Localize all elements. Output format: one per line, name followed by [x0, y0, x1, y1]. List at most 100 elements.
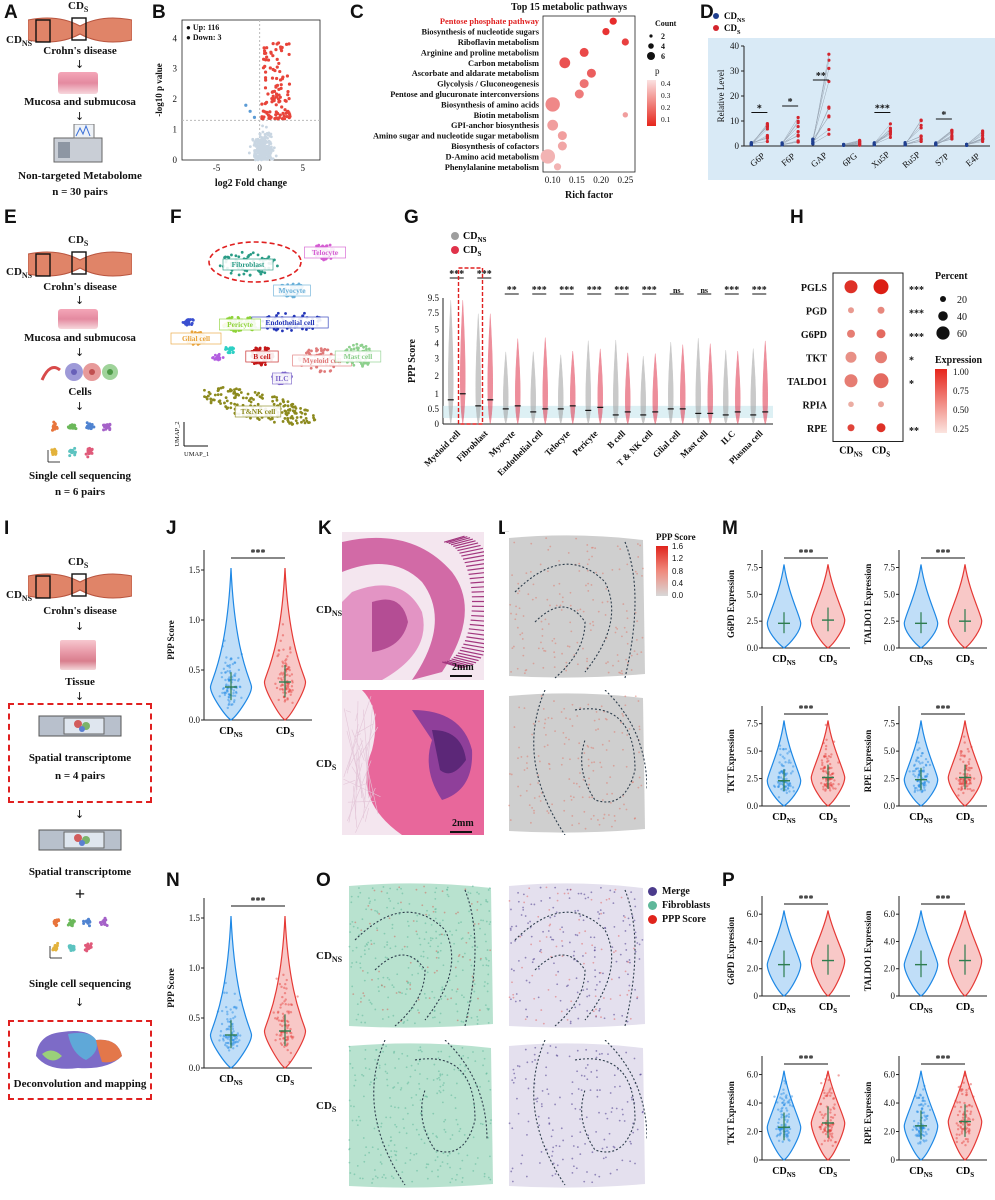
data-point: [285, 664, 288, 668]
spot-point: [635, 936, 637, 939]
umap-point: [309, 366, 313, 370]
spot-point: [517, 785, 519, 788]
data-point: [828, 1132, 832, 1136]
data-point: [968, 769, 971, 772]
spot-point: [545, 733, 547, 736]
umap-point: [305, 328, 308, 331]
spatial-ppp-cds-image: [505, 690, 647, 835]
umap-point: [349, 347, 353, 351]
data-point: [785, 1134, 788, 1138]
spot-point: [579, 1131, 582, 1134]
data-point: [924, 763, 928, 767]
spot-point: [558, 582, 561, 585]
y-tick-label: 40: [730, 41, 740, 51]
spot-point: [537, 647, 540, 650]
data-point: [925, 1132, 928, 1136]
spot-point: [381, 1176, 384, 1179]
pathway-label: GPI-anchor biosynthesis: [451, 121, 540, 130]
ppp-colorbar-ticks: 1.6 1.2 0.8 0.4 0.0: [672, 542, 684, 601]
data-point: [927, 780, 930, 784]
spot-point: [569, 718, 571, 721]
spot-point: [350, 901, 353, 904]
spot-point: [406, 945, 409, 948]
data-point: [959, 1121, 963, 1125]
spot-point: [364, 945, 367, 948]
spot-point: [577, 1017, 580, 1020]
data-point: [225, 1028, 228, 1031]
umap-point: [286, 417, 290, 420]
umap-point: [312, 418, 316, 422]
point-cds: [919, 137, 923, 141]
data-point: [917, 770, 921, 773]
data-point: [777, 1121, 780, 1125]
legend-count-value: 2: [661, 32, 665, 41]
spot-point: [384, 1063, 387, 1066]
umap-point: [209, 400, 213, 403]
data-point: [287, 665, 290, 669]
scs-label: Single cell sequencing: [28, 978, 132, 990]
spot-point: [402, 1022, 405, 1024]
data-point: [287, 682, 290, 685]
spot-point: [538, 1162, 541, 1164]
data-point: [965, 1109, 969, 1113]
data-point: [780, 763, 783, 766]
data-point: [921, 1111, 924, 1115]
spot-point: [435, 930, 437, 933]
umap-point: [55, 944, 59, 948]
spot-point: [478, 892, 480, 895]
region-boundary: [534, 606, 586, 679]
data-point: [281, 623, 285, 626]
spot-point: [540, 900, 543, 902]
volcano-point-ns: [257, 149, 261, 153]
data-point: [777, 781, 780, 785]
data-point: [922, 766, 925, 769]
data-point: [957, 1124, 960, 1127]
crypt-line: [442, 661, 463, 669]
spot-point: [487, 1176, 490, 1179]
spot-point: [351, 985, 354, 988]
data-point: [967, 766, 971, 770]
data-point: [958, 1110, 961, 1113]
umap-point: [87, 918, 91, 922]
scale-bar-label: 2mm: [452, 818, 474, 829]
crypt-line: [446, 536, 468, 544]
panel-h-label: H: [790, 207, 804, 228]
umap-point: [206, 394, 210, 398]
data-point: [823, 783, 827, 787]
spot-point: [543, 649, 545, 652]
spot-point: [425, 1163, 428, 1166]
data-point: [923, 786, 926, 790]
spot-point: [557, 970, 560, 973]
spot-point: [486, 990, 489, 993]
spot-point: [599, 909, 602, 912]
spot-point: [553, 656, 556, 659]
spot-point: [605, 718, 608, 721]
spot-point: [629, 1160, 632, 1163]
umap-point: [303, 408, 307, 412]
data-point: [227, 679, 231, 683]
spot-point: [545, 537, 548, 540]
spot-point: [388, 978, 391, 981]
spot-point: [440, 942, 443, 945]
umap-point: [364, 344, 368, 348]
data-point: [969, 766, 972, 770]
point-cdns: [749, 141, 753, 145]
volcano-point-up: [275, 76, 279, 81]
x-tick-label: Pericyte: [570, 428, 599, 457]
data-point: [837, 1074, 840, 1077]
data-point: [780, 787, 783, 791]
disease-label: Crohn's disease: [43, 281, 117, 293]
spot-point: [368, 897, 370, 900]
mini-umap-image: [49, 916, 109, 959]
umap-point: [203, 395, 206, 399]
point-cds: [981, 132, 985, 136]
significance-mark: ***: [909, 285, 924, 296]
data-point: [970, 789, 974, 792]
umap-point: [90, 448, 94, 452]
ppp-spot: [423, 885, 425, 888]
ppp-spot: [454, 966, 457, 969]
cluster-label-box: [219, 318, 261, 331]
spot-point: [638, 776, 641, 779]
spot-point: [568, 1055, 571, 1058]
data-point: [227, 664, 230, 668]
